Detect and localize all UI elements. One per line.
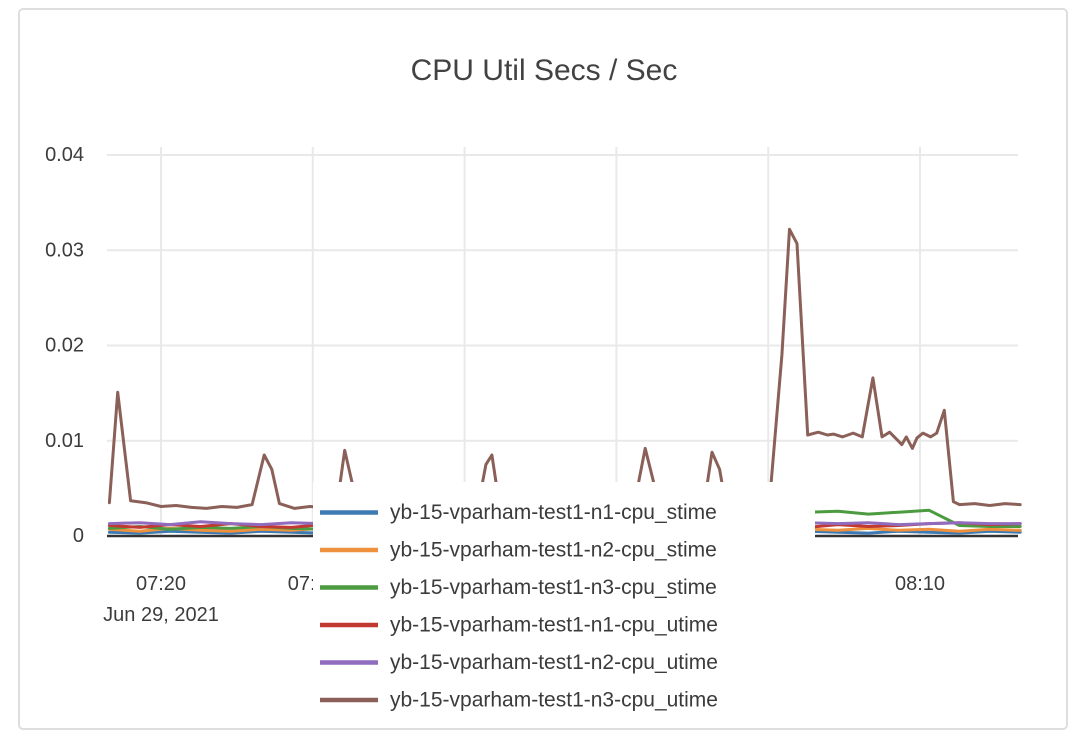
legend-item-yb-15-vparham-test1-n2-cpu_utime[interactable]: yb-15-vparham-test1-n2-cpu_utime [320,651,718,674]
legend-item-yb-15-vparham-test1-n1-cpu_utime[interactable]: yb-15-vparham-test1-n1-cpu_utime [320,614,718,637]
y-tick-label: 0.01 [45,430,84,452]
legend-item-yb-15-vparham-test1-n3-cpu_stime[interactable]: yb-15-vparham-test1-n3-cpu_stime [320,576,717,599]
y-tick-label: 0.03 [45,239,84,261]
legend-background [313,482,815,718]
legend-label: yb-15-vparham-test1-n2-cpu_utime [390,651,718,674]
legend-label: yb-15-vparham-test1-n3-cpu_stime [390,576,717,599]
chart-title: CPU Util Secs / Sec [411,54,678,87]
legend-item-yb-15-vparham-test1-n3-cpu_utime[interactable]: yb-15-vparham-test1-n3-cpu_utime [320,689,718,712]
y-tick-label: 0.02 [45,335,84,357]
legend-label: yb-15-vparham-test1-n1-cpu_stime [390,501,717,524]
series-line-yb-15-vparham-test1-n3-cpu_utime [107,227,1022,510]
y-tick-label: 0.04 [45,144,84,166]
x-tick-label: 07:20 [136,573,186,595]
legend-item-yb-15-vparham-test1-n2-cpu_stime[interactable]: yb-15-vparham-test1-n2-cpu_stime [320,539,717,562]
x-tick-label: 08:10 [895,573,945,595]
legend: yb-15-vparham-test1-n1-cpu_stime yb-15-vp… [313,482,815,718]
y-tick-label: 0 [73,525,84,547]
legend-label: yb-15-vparham-test1-n1-cpu_utime [390,614,718,637]
legend-label: yb-15-vparham-test1-n3-cpu_utime [390,689,718,712]
legend-label: yb-15-vparham-test1-n2-cpu_stime [390,539,717,562]
gridlines [107,147,1018,538]
x-axis-date-label: Jun 29, 2021 [103,604,219,626]
legend-item-yb-15-vparham-test1-n1-cpu_stime[interactable]: yb-15-vparham-test1-n1-cpu_stime [320,501,717,524]
